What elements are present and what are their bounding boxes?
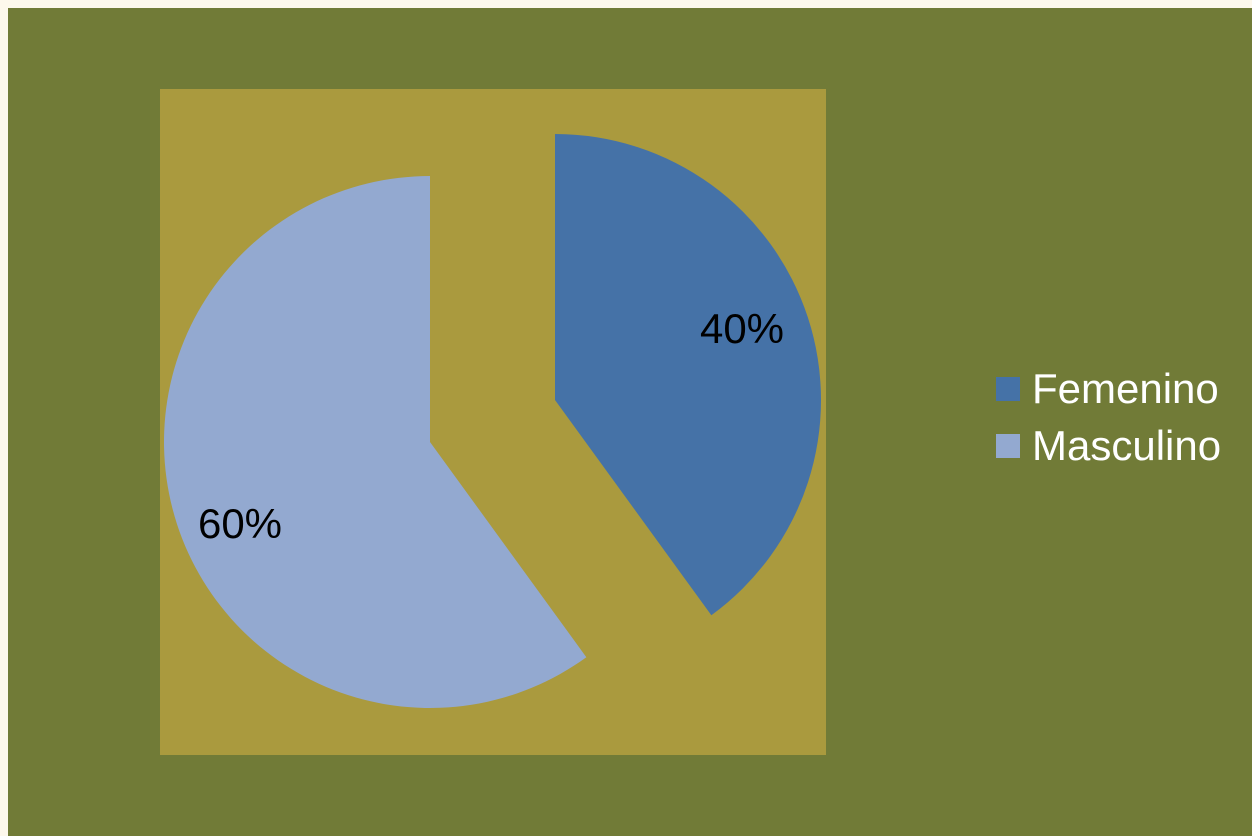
data-label-masculino: 60% (198, 500, 282, 547)
legend-label-masculino: Masculino (1032, 422, 1222, 469)
legend: Femenino Masculino (996, 360, 1221, 474)
legend-item-femenino: Femenino (996, 360, 1221, 417)
pie-slice-masculino (164, 176, 587, 708)
legend-item-masculino: Masculino (996, 417, 1221, 474)
chart-area: 40% 60% Femenino Masculino (8, 8, 1252, 836)
pie-chart: 40% 60% (164, 134, 821, 708)
legend-swatch-masculino (996, 433, 1020, 458)
pie-slice-femenino (555, 134, 821, 616)
legend-label-femenino: Femenino (1032, 365, 1219, 412)
legend-swatch-femenino (996, 376, 1020, 401)
data-label-femenino: 40% (700, 305, 784, 352)
